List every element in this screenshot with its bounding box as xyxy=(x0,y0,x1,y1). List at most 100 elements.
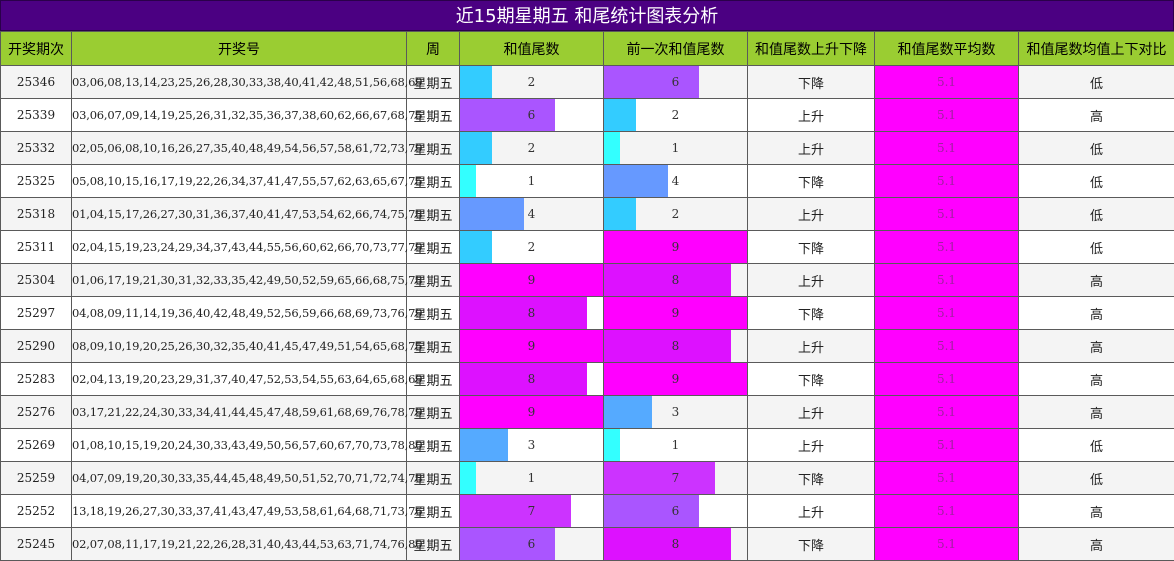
tail-cell-bar xyxy=(460,495,571,527)
prev-tail-cell-bar xyxy=(604,66,699,98)
trend-cell: 上升 xyxy=(748,330,875,363)
week-cell: 星期五 xyxy=(407,363,460,396)
trend-cell: 下降 xyxy=(748,528,875,561)
tail-cell-label: 2 xyxy=(528,141,536,155)
header-prev-tail: 前一次和值尾数 xyxy=(604,32,748,66)
period-cell: 25269 xyxy=(1,429,72,462)
prev-tail-cell: 1 xyxy=(604,132,748,165)
compare-cell: 低 xyxy=(1019,231,1174,264)
prev-tail-cell-bar xyxy=(604,264,731,296)
numbers-cell: 03,06,08,13,14,23,25,26,28,30,33,38,40,4… xyxy=(72,66,407,99)
avg-cell: 5.1 xyxy=(875,297,1019,330)
avg-label: 5.1 xyxy=(937,141,956,155)
avg-label: 5.1 xyxy=(937,438,956,452)
avg-label: 5.1 xyxy=(937,174,956,188)
prev-tail-cell-label: 2 xyxy=(672,108,680,122)
compare-cell: 高 xyxy=(1019,264,1174,297)
stats-table: 开奖期次 开奖号 周 和值尾数 前一次和值尾数 和值尾数上升下降 和值尾数平均数… xyxy=(0,31,1174,561)
prev-tail-cell: 1 xyxy=(604,429,748,462)
tail-cell: 3 xyxy=(460,429,604,462)
numbers-cell: 04,08,09,11,14,19,36,40,42,48,49,52,56,5… xyxy=(72,297,407,330)
avg-cell: 5.1 xyxy=(875,330,1019,363)
tail-cell: 6 xyxy=(460,528,604,561)
prev-tail-cell-label: 8 xyxy=(672,339,680,353)
numbers-cell: 08,09,10,19,20,25,26,30,32,35,40,41,45,4… xyxy=(72,330,407,363)
tail-cell-label: 2 xyxy=(528,75,536,89)
trend-cell: 上升 xyxy=(748,132,875,165)
prev-tail-cell-label: 6 xyxy=(672,504,680,518)
numbers-cell: 05,08,10,15,16,17,19,22,26,34,37,41,47,5… xyxy=(72,165,407,198)
week-cell: 星期五 xyxy=(407,165,460,198)
tail-cell: 1 xyxy=(460,165,604,198)
numbers-cell: 02,07,08,11,17,19,21,22,26,28,31,40,43,4… xyxy=(72,528,407,561)
avg-cell: 5.1 xyxy=(875,165,1019,198)
compare-cell: 低 xyxy=(1019,198,1174,231)
tail-cell-bar xyxy=(460,66,492,98)
week-cell: 星期五 xyxy=(407,198,460,231)
period-cell: 25290 xyxy=(1,330,72,363)
tail-cell-bar xyxy=(460,132,492,164)
avg-label: 5.1 xyxy=(937,273,956,287)
prev-tail-cell-label: 9 xyxy=(672,372,680,386)
numbers-cell: 03,06,07,09,14,19,25,26,31,32,35,36,37,3… xyxy=(72,99,407,132)
prev-tail-cell: 7 xyxy=(604,462,748,495)
prev-tail-cell-bar xyxy=(604,99,636,131)
tail-cell-bar xyxy=(460,198,524,230)
avg-cell: 5.1 xyxy=(875,231,1019,264)
tail-cell-label: 8 xyxy=(528,372,536,386)
avg-label: 5.1 xyxy=(937,504,956,518)
week-cell: 星期五 xyxy=(407,297,460,330)
avg-cell: 5.1 xyxy=(875,363,1019,396)
tail-cell: 8 xyxy=(460,297,604,330)
avg-label: 5.1 xyxy=(937,108,956,122)
tail-cell-label: 9 xyxy=(528,273,536,287)
tail-cell-label: 6 xyxy=(528,108,536,122)
numbers-cell: 01,06,17,19,21,30,31,32,33,35,42,49,50,5… xyxy=(72,264,407,297)
prev-tail-cell: 2 xyxy=(604,198,748,231)
tail-cell: 8 xyxy=(460,363,604,396)
period-cell: 25252 xyxy=(1,495,72,528)
prev-tail-cell-bar xyxy=(604,330,731,362)
avg-cell: 5.1 xyxy=(875,264,1019,297)
tail-cell-bar xyxy=(460,231,492,263)
trend-cell: 下降 xyxy=(748,231,875,264)
trend-cell: 上升 xyxy=(748,396,875,429)
prev-tail-cell-label: 3 xyxy=(672,405,680,419)
trend-cell: 下降 xyxy=(748,297,875,330)
prev-tail-cell-label: 2 xyxy=(672,207,680,221)
avg-label: 5.1 xyxy=(937,75,956,89)
tail-cell: 4 xyxy=(460,198,604,231)
avg-label: 5.1 xyxy=(937,207,956,221)
tail-cell-bar xyxy=(460,297,587,329)
avg-label: 5.1 xyxy=(937,405,956,419)
header-period: 开奖期次 xyxy=(1,32,72,66)
period-cell: 25297 xyxy=(1,297,72,330)
header-trend: 和值尾数上升下降 xyxy=(748,32,875,66)
tail-cell: 9 xyxy=(460,396,604,429)
period-cell: 25245 xyxy=(1,528,72,561)
period-cell: 25276 xyxy=(1,396,72,429)
prev-tail-cell: 8 xyxy=(604,264,748,297)
tail-cell: 7 xyxy=(460,495,604,528)
prev-tail-cell: 4 xyxy=(604,165,748,198)
compare-cell: 低 xyxy=(1019,429,1174,462)
avg-label: 5.1 xyxy=(937,339,956,353)
prev-tail-cell-label: 8 xyxy=(672,537,680,551)
prev-tail-cell-label: 8 xyxy=(672,273,680,287)
numbers-cell: 02,05,06,08,10,16,26,27,35,40,48,49,54,5… xyxy=(72,132,407,165)
tail-cell-label: 6 xyxy=(528,537,536,551)
numbers-cell: 03,17,21,22,24,30,33,34,41,44,45,47,48,5… xyxy=(72,396,407,429)
header-numbers: 开奖号 xyxy=(72,32,407,66)
week-cell: 星期五 xyxy=(407,132,460,165)
compare-cell: 低 xyxy=(1019,165,1174,198)
avg-cell: 5.1 xyxy=(875,528,1019,561)
period-cell: 25332 xyxy=(1,132,72,165)
tail-cell-label: 4 xyxy=(528,207,536,221)
